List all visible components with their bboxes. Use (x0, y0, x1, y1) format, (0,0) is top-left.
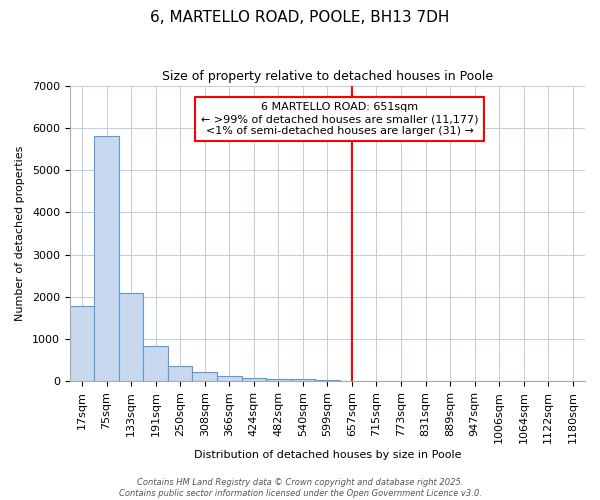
Bar (94, 136, 119, 382)
Bar (266, 378, 290, 382)
Bar (119, 294, 143, 382)
Text: 6, MARTELLO ROAD, POOLE, BH13 7DH: 6, MARTELLO ROAD, POOLE, BH13 7DH (151, 10, 449, 25)
Bar (242, 378, 266, 382)
Bar (193, 372, 217, 382)
Bar (290, 379, 315, 382)
Bar (70, 306, 94, 382)
Bar (315, 380, 340, 382)
Bar (168, 366, 193, 382)
Y-axis label: Number of detached properties: Number of detached properties (15, 146, 25, 321)
Text: Contains HM Land Registry data © Crown copyright and database right 2025.
Contai: Contains HM Land Registry data © Crown c… (119, 478, 481, 498)
X-axis label: Distribution of detached houses by size in Poole: Distribution of detached houses by size … (194, 450, 461, 460)
Bar (143, 346, 168, 382)
Bar (217, 376, 242, 382)
Title: Size of property relative to detached houses in Poole: Size of property relative to detached ho… (162, 70, 493, 83)
Text: 6 MARTELLO ROAD: 651sqm
← >99% of detached houses are smaller (11,177)
<1% of se: 6 MARTELLO ROAD: 651sqm ← >99% of detach… (201, 102, 478, 136)
